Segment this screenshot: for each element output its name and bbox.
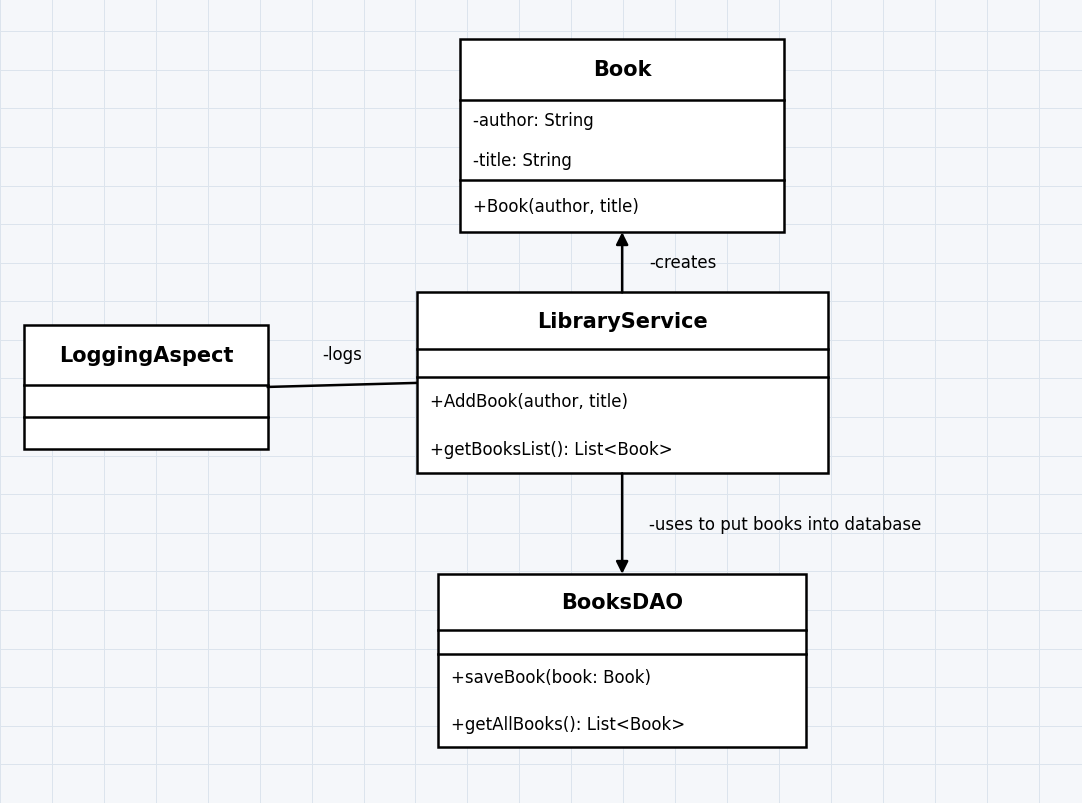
- Text: -uses to put books into database: -uses to put books into database: [649, 515, 922, 533]
- Bar: [25, 325, 268, 450]
- Text: -creates: -creates: [649, 254, 716, 272]
- Text: LoggingAspect: LoggingAspect: [58, 345, 234, 365]
- Text: +getAllBooks(): List<Book>: +getAllBooks(): List<Book>: [451, 715, 685, 732]
- Text: -logs: -logs: [322, 345, 362, 363]
- Text: LibraryService: LibraryService: [537, 312, 708, 331]
- Text: BooksDAO: BooksDAO: [562, 593, 683, 612]
- Text: +saveBook(book: Book): +saveBook(book: Book): [451, 669, 651, 687]
- Text: +AddBook(author, title): +AddBook(author, title): [430, 393, 628, 410]
- Text: -title: String: -title: String: [473, 152, 571, 169]
- Text: +getBooksList(): List<Book>: +getBooksList(): List<Book>: [430, 441, 672, 459]
- Text: Book: Book: [593, 60, 651, 80]
- Bar: [460, 40, 784, 233]
- Text: +Book(author, title): +Book(author, title): [473, 198, 638, 216]
- Text: -author: String: -author: String: [473, 112, 594, 129]
- Bar: [417, 293, 828, 474]
- Bar: [438, 574, 806, 747]
